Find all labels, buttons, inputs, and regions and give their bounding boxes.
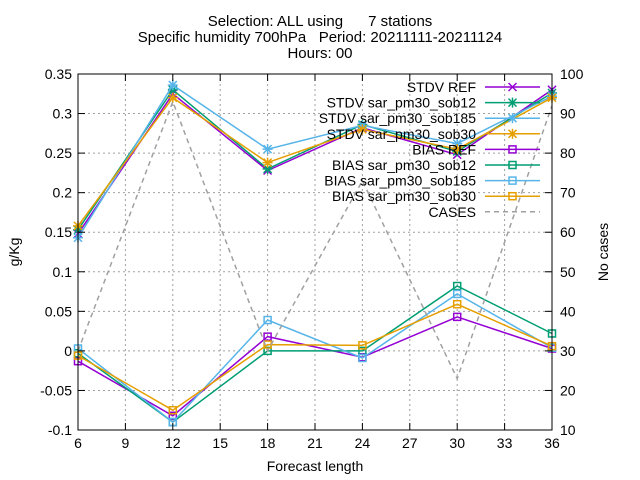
legend-label: BIAS sar_pm30_sob12: [332, 157, 476, 173]
star-marker: [167, 92, 178, 103]
series-line: [77, 84, 553, 239]
star-marker: [507, 128, 518, 139]
x-tick-label: 24: [355, 435, 371, 451]
x-tick-label: 9: [122, 435, 130, 451]
x-tick-label: 36: [544, 435, 560, 451]
y-tick-label: 0.25: [45, 145, 72, 161]
x-tick-label: 18: [260, 435, 276, 451]
square-marker: [452, 312, 462, 322]
legend-label: STDV REF: [407, 79, 476, 95]
star-marker: [262, 157, 273, 168]
y2-tick-label: 70: [560, 185, 576, 201]
square-marker: [508, 191, 517, 201]
y2-tick-label: 10: [560, 422, 576, 438]
star-marker: [452, 144, 463, 155]
y2-tick-label: 100: [560, 66, 584, 82]
series-line: [77, 303, 553, 412]
y-tick-label: 0.15: [45, 224, 72, 240]
y2-tick-label: 20: [560, 382, 576, 398]
x-tick-label: 30: [449, 435, 465, 451]
y-tick-label: -0.05: [40, 382, 72, 398]
y2-tick-label: 50: [560, 264, 576, 280]
legend-label: BIAS sar_pm30_sob185: [324, 173, 476, 189]
chart-title: Selection: ALL using 7 stationsSpecific …: [138, 13, 502, 62]
legend-label: BIAS REF: [412, 141, 476, 157]
square-marker: [168, 405, 178, 415]
axis-ticks: 6 9 12 15 18 21 24 27 30 33 36 -0.1 -0.05 0 0.05 0.1 0.1…: [40, 66, 583, 451]
star-marker: [262, 144, 273, 155]
legend-label: STDV sar_pm30_sob30: [327, 126, 477, 142]
series-line: [77, 293, 553, 424]
series-bias-sar-pm30-sob30: [73, 299, 557, 415]
star-marker: [167, 80, 178, 91]
x-tick-label: 21: [307, 435, 323, 451]
series-layer: [73, 80, 557, 427]
y-tick-label: 0.1: [53, 264, 73, 280]
star-marker: [507, 97, 518, 108]
x-tick-label: 6: [74, 435, 82, 451]
y2-tick-label: 90: [560, 106, 576, 122]
square-marker: [358, 353, 367, 363]
y-tick-label: 0.3: [53, 106, 73, 122]
y2-tick-label: 30: [560, 343, 576, 359]
legend-label: STDV sar_pm30_sob185: [319, 110, 476, 126]
square-marker: [452, 281, 462, 291]
y-tick-label: 0.2: [53, 185, 73, 201]
x-tick-label: 33: [497, 435, 513, 451]
chart-title-line: Specific humidity 700hPa Period: 2021111…: [138, 29, 502, 46]
square-marker: [452, 289, 462, 299]
square-marker: [508, 145, 517, 154]
star-marker: [357, 124, 368, 135]
grid: [78, 74, 552, 430]
x-cross-marker: [507, 82, 518, 92]
x-tick-label: 27: [402, 435, 418, 451]
square-marker: [263, 315, 272, 325]
chart-title-line: Hours: 00: [287, 45, 352, 62]
y-tick-label: -0.1: [48, 422, 72, 438]
series-cases: [77, 99, 553, 381]
legend-label: BIAS sar_pm30_sob30: [332, 188, 476, 204]
series-line: [77, 96, 553, 227]
x-axis-label: Forecast length: [267, 458, 364, 474]
square-marker: [452, 299, 462, 309]
marker-stroke: [507, 82, 518, 92]
series-line: [77, 316, 553, 417]
y2-tick-label: 40: [560, 303, 576, 319]
y2-tick-label: 80: [560, 145, 576, 161]
square-marker: [508, 176, 517, 185]
y-tick-label: 0.05: [45, 303, 72, 319]
x-tick-label: 12: [165, 435, 181, 451]
series-line: [77, 99, 553, 381]
chart-title-line: Selection: ALL using 7 stations: [208, 13, 433, 30]
star-marker: [507, 113, 518, 124]
x-tick-label: 15: [212, 435, 228, 451]
y-tick-label: 0: [64, 343, 72, 359]
square-marker: [508, 160, 517, 170]
square-marker: [358, 341, 367, 350]
y-axis-label: g/Kg: [6, 238, 22, 267]
y-tick-label: 0.35: [45, 66, 72, 82]
legend-label: CASES: [429, 204, 476, 220]
square-marker: [263, 332, 272, 341]
plot-frame: [77, 73, 553, 431]
legend-label: STDV sar_pm30_sob12: [327, 95, 477, 111]
series-line: [77, 89, 553, 235]
y2-tick-label: 60: [560, 224, 576, 240]
y2-axis-label: No cases: [595, 223, 611, 281]
